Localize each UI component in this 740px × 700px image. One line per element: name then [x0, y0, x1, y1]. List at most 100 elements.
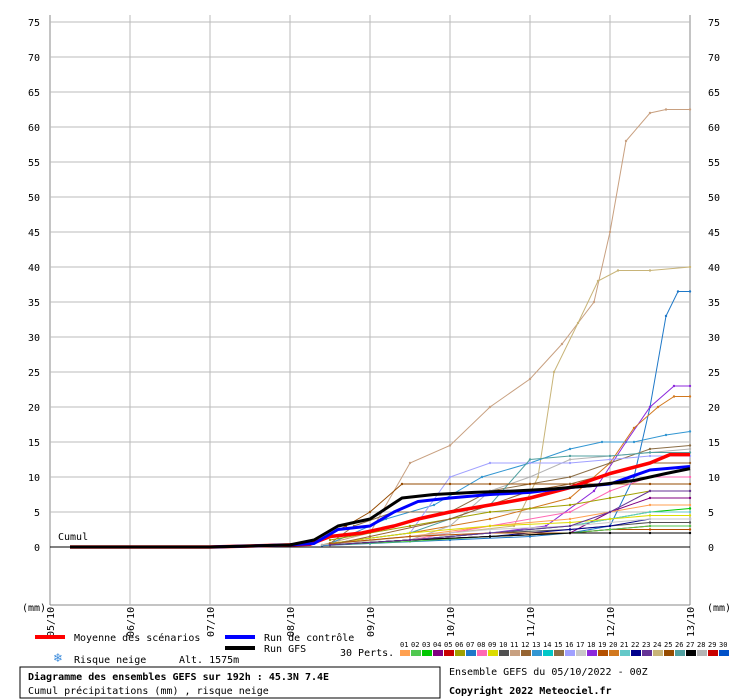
ensemble-member-point — [568, 517, 572, 521]
pert-swatch — [433, 650, 443, 656]
pert-label: 26 — [675, 641, 683, 649]
ensemble-member-point — [688, 531, 692, 535]
y-tick-label-right: 70 — [708, 53, 720, 64]
ensemble-member-point — [568, 482, 572, 486]
ensemble-member-point — [688, 482, 692, 486]
y-axis-left: 0 5 10 15 20 25 30 35 40 45 50 55 60 65 70 75 — [28, 18, 40, 554]
ensemble-member-point — [688, 514, 692, 517]
ensemble-member-point — [368, 535, 372, 538]
ensemble-member-point — [528, 482, 532, 486]
ensemble-member-point — [608, 454, 612, 458]
ensemble-member-point — [488, 517, 492, 521]
y-tick-label-right: 30 — [708, 333, 720, 344]
y-tick-label-right: 75 — [708, 18, 720, 29]
y-tick-label-left: 15 — [28, 438, 40, 449]
x-tick-label: 13/10 — [686, 607, 697, 637]
legend-moyenne: Moyenne des scénarios — [74, 632, 200, 644]
y-tick-label-left: 75 — [28, 18, 40, 29]
pert-swatch — [521, 650, 531, 656]
y-tick-label-left: 50 — [28, 193, 40, 204]
ensemble-member-point — [608, 496, 612, 500]
ensemble-member-point — [656, 405, 660, 409]
ensemble-member-point — [328, 538, 332, 542]
footer-box — [19, 666, 441, 699]
y-tick-label-right: 35 — [708, 298, 720, 309]
cumul-label: Cumul — [58, 532, 88, 543]
pert-label: 17 — [576, 641, 584, 649]
ensemble-members — [312, 108, 692, 547]
pert-label: 23 — [642, 641, 650, 649]
ensemble-member-point — [408, 524, 412, 528]
ensemble-member-point — [528, 461, 532, 465]
y-tick-label-right: 50 — [708, 193, 720, 204]
x-tick-label: 12/10 — [606, 607, 617, 637]
ensemble-member-point — [688, 528, 692, 531]
ensemble-member-point — [676, 290, 680, 293]
y-tick-label-right: 25 — [708, 368, 720, 379]
pert-label: 25 — [664, 641, 672, 649]
ensemble-member-point — [328, 543, 332, 547]
ensemble-member-point — [568, 447, 572, 451]
pert-label: 13 — [532, 641, 540, 649]
pert-label: 10 — [499, 641, 507, 649]
pert-swatch — [499, 650, 509, 656]
pert-swatch — [565, 650, 575, 656]
ensemble-member-point — [648, 528, 652, 531]
ensemble-member-point — [488, 535, 492, 538]
pert-label: 04 — [433, 641, 441, 649]
pert-swatch — [400, 650, 410, 656]
pert-swatch — [532, 650, 542, 656]
ensemble-member-point — [648, 489, 652, 493]
pert-swatch — [576, 650, 586, 656]
footer-title: Diagramme des ensembles GEFS sur 192h : … — [28, 671, 329, 683]
ensemble-member-point — [688, 489, 692, 493]
y-tick-label-right: 10 — [708, 473, 720, 484]
ensemble-member-point — [408, 538, 412, 542]
pert-label: 08 — [477, 641, 485, 649]
pert-swatch — [675, 650, 685, 656]
ensemble-member-point — [664, 314, 668, 318]
ensemble-member-point — [648, 496, 652, 500]
ensemble-member-point — [320, 543, 324, 547]
ensemble-member-point — [648, 447, 652, 451]
ensemble-member-point — [528, 475, 532, 479]
ensemble-member-point — [608, 510, 612, 514]
ensemble-member-point — [648, 524, 652, 528]
pert-label: 18 — [587, 641, 595, 649]
pert-swatch — [598, 650, 608, 656]
pert-swatch — [554, 650, 564, 656]
pert-swatch — [466, 650, 476, 656]
ensemble-member-point — [568, 475, 572, 479]
ensemble-member-point — [448, 444, 452, 447]
y-tick-label-right: 20 — [708, 403, 720, 414]
pert-swatch — [609, 650, 619, 656]
ensemble-member-point — [408, 531, 412, 535]
pert-label: 24 — [653, 641, 661, 649]
ensemble-member-point — [368, 510, 372, 514]
y-tick-label-left: 45 — [28, 228, 40, 239]
pert-label: 11 — [510, 641, 518, 649]
ensemble-member-point — [608, 489, 612, 493]
pert-label: 12 — [521, 641, 529, 649]
ensemble-member-point — [608, 528, 612, 531]
ensemble-member-point — [688, 503, 692, 507]
pert-swatch — [477, 650, 487, 656]
unit-label-left: (mm) — [22, 603, 46, 614]
ensemble-member-point — [648, 510, 652, 514]
pert-label: 20 — [609, 641, 617, 649]
perturbation-legend: 01 02 03 04 05 06 07 08 09 10 11 12 13 14 15 16 17 18 19 20… — [400, 641, 729, 656]
y-tick-label-left: 70 — [28, 53, 40, 64]
pert-swatch — [422, 650, 432, 656]
pert-swatch — [543, 650, 553, 656]
ensemble-member-point — [528, 535, 532, 538]
pert-label: 07 — [466, 641, 474, 649]
ensemble-member-point — [648, 514, 652, 517]
ensemble-member-point — [568, 528, 572, 531]
ensemble-member-point — [400, 482, 404, 486]
pert-swatch — [697, 650, 707, 656]
ensemble-member-point — [632, 440, 636, 444]
x-tick-label: 10/10 — [446, 607, 457, 637]
ensemble-member-point — [568, 510, 572, 514]
ensemble-member-point — [536, 475, 540, 479]
